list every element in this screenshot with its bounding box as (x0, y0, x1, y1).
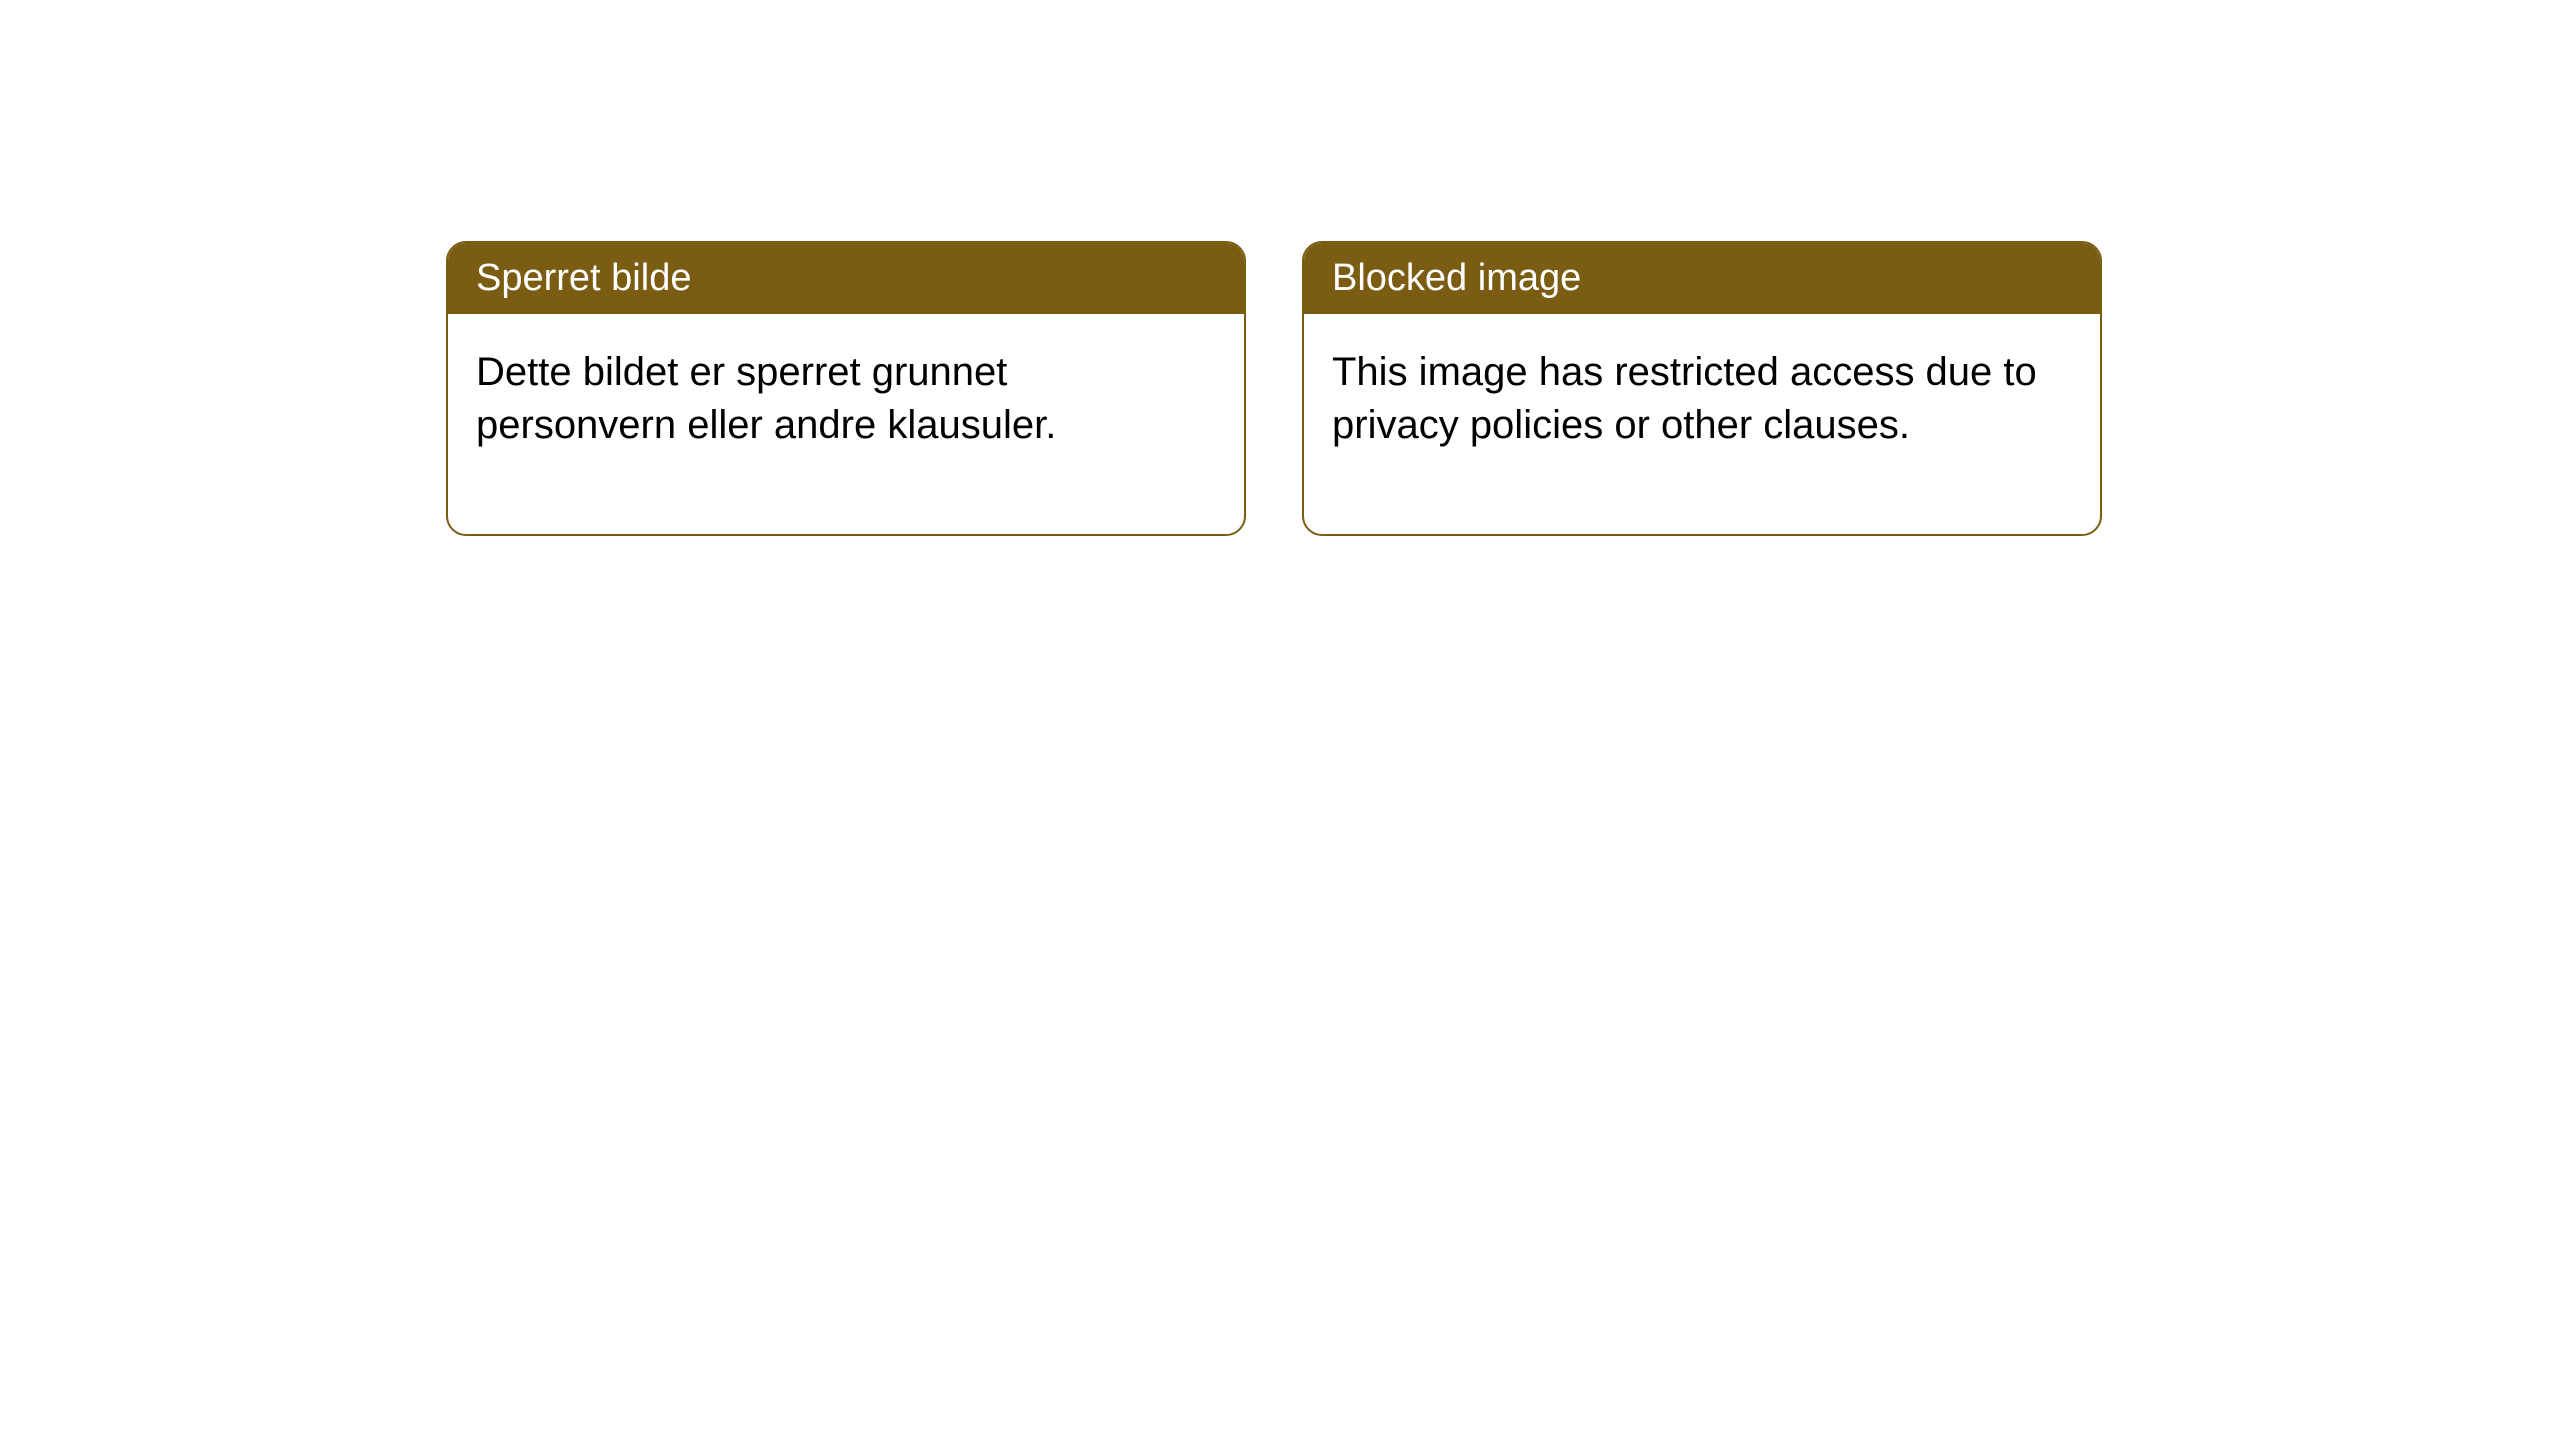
notice-card-title: Blocked image (1332, 257, 1581, 299)
notice-card-body: This image has restricted access due to … (1304, 314, 2100, 534)
notice-card-header: Blocked image (1304, 243, 2100, 314)
notice-card-text: Dette bildet er sperret grunnet personve… (476, 350, 1056, 447)
notice-card-text: This image has restricted access due to … (1332, 350, 2037, 447)
notice-card-english: Blocked image This image has restricted … (1302, 241, 2102, 536)
notice-card-norwegian: Sperret bilde Dette bildet er sperret gr… (446, 241, 1246, 536)
notice-card-body: Dette bildet er sperret grunnet personve… (448, 314, 1244, 534)
notice-card-header: Sperret bilde (448, 243, 1244, 314)
notice-card-title: Sperret bilde (476, 257, 691, 299)
notice-cards-container: Sperret bilde Dette bildet er sperret gr… (446, 241, 2102, 536)
